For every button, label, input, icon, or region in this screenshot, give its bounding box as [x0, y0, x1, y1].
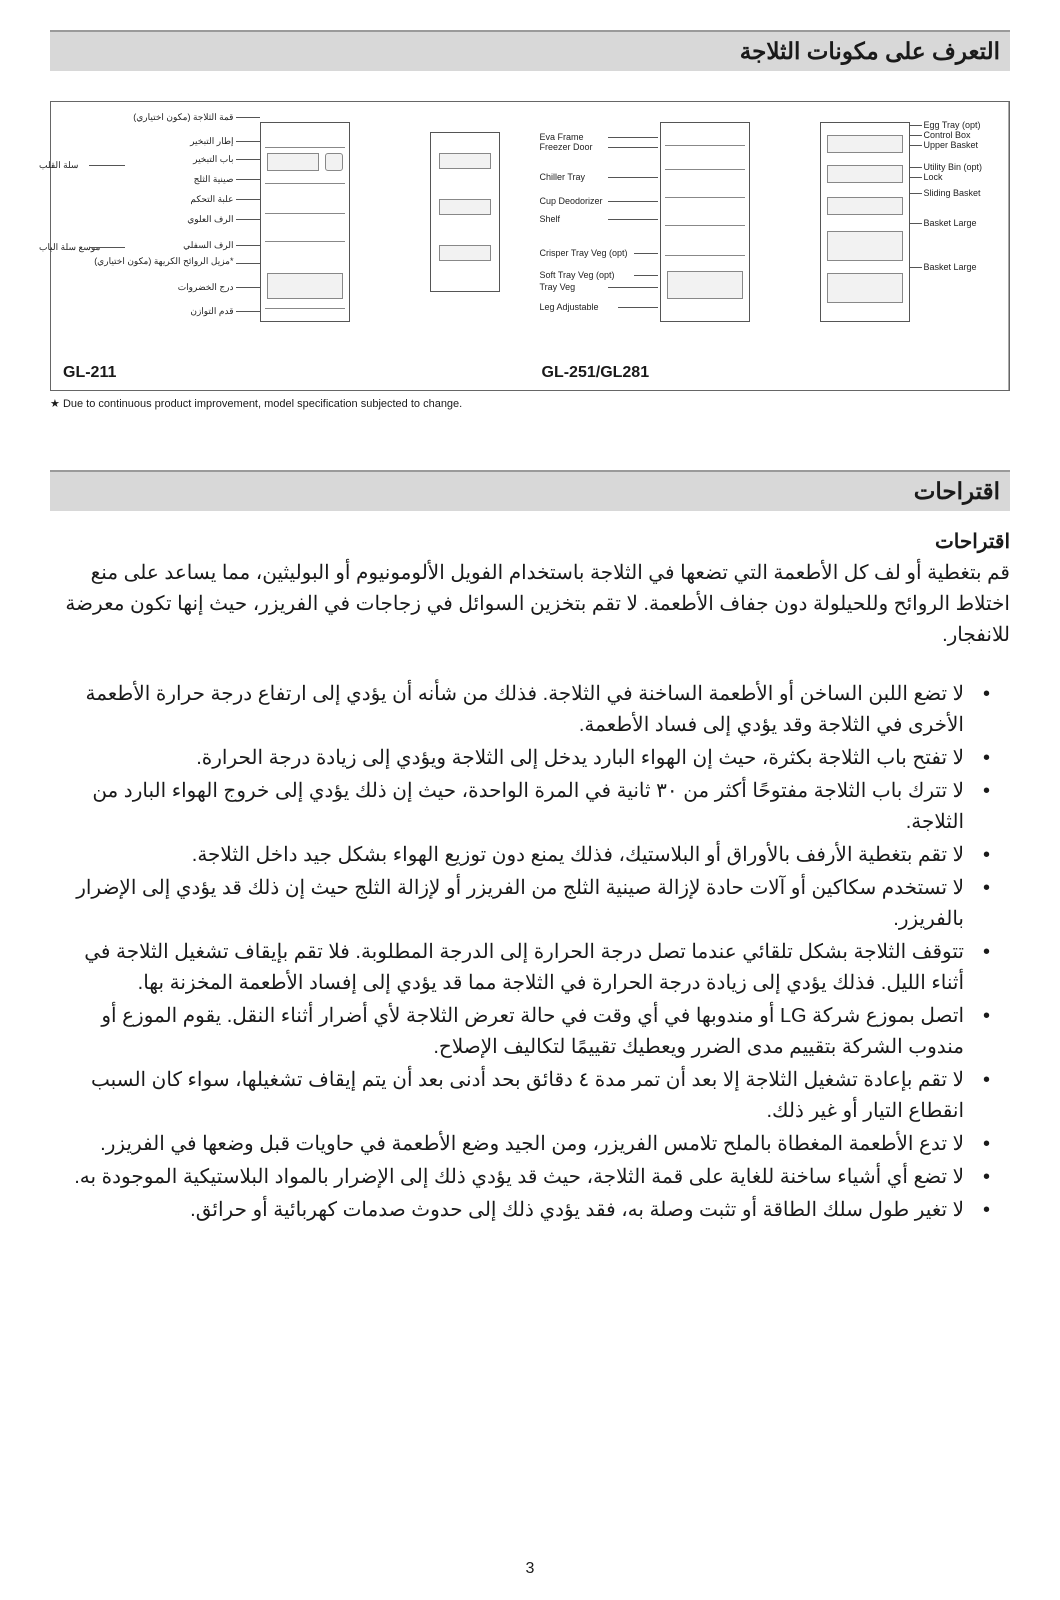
label-upper-shelf: الرف العلوي [187, 214, 233, 225]
label-evap-door: باب التبخير [193, 154, 233, 165]
list-item: لا تغير طول سلك الطاقة أو تثبت وصلة به، … [50, 1195, 990, 1226]
label-basket-large2: Basket Large [924, 262, 977, 272]
label-veg-drawer: درج الخضروات [178, 282, 234, 293]
list-item: لا تقم بتغطية الأرفف بالأوراق أو البلاست… [50, 840, 990, 871]
label-lock: Lock [924, 172, 943, 182]
label-upper-basket: Upper Basket [924, 140, 979, 150]
label-crisper-opt: Crisper Tray Veg (opt) [540, 248, 628, 258]
label-control-box: علبة التحكم [190, 194, 233, 205]
label-basket-heart: سلة القلب [39, 160, 78, 171]
list-item: لا تضع اللبن الساخن أو الأطعمة الساخنة ف… [50, 679, 990, 741]
list-item: لا تضع أي أشياء ساخنة للغاية على قمة الث… [50, 1162, 990, 1193]
label-freezer-door: Freezer Door [540, 142, 593, 152]
model-right: GL-211 [63, 364, 116, 382]
label-evap-frame: إطار التبخير [190, 136, 233, 147]
list-item: لا تفتح باب الثلاجة بكثرة، حيث إن الهواء… [50, 743, 990, 774]
label-utility-bin: Utility Bin (opt) [924, 162, 983, 172]
heading-identify: التعرف على مكونات الثلاجة [50, 30, 1010, 71]
suggestions-subtitle: اقتراحات [50, 529, 1010, 554]
label-lower-shelf: الرف السفلي [183, 240, 233, 251]
list-item: اتصل بموزع شركة LG أو مندوبها في أي وقت … [50, 1001, 990, 1063]
heading-suggestions: اقتراحات [50, 470, 1010, 511]
label-eva-frame: Eva Frame [540, 132, 584, 142]
diagram-footnote: ★ Due to continuous product improvement,… [50, 397, 1010, 410]
label-control-box-en: Control Box [924, 130, 971, 140]
label-ice-tray: صينية الثلج [194, 174, 234, 185]
suggestions-list: لا تضع اللبن الساخن أو الأطعمة الساخنة ف… [50, 679, 1010, 1226]
label-deodorizer-opt: *مزيل الروائح الكريهة (مكون اختياري) [94, 256, 233, 267]
list-item: لا تقم بإعادة تشغيل الثلاجة إلا بعد أن ت… [50, 1065, 990, 1127]
label-basket-large1: Basket Large [924, 218, 977, 228]
label-tray-veg: Tray Veg [540, 282, 576, 292]
footnote-star: ★ [50, 398, 60, 410]
diagram-right: سلة القلب موسع سلة الباب قمة الثلاجة (مك… [51, 102, 530, 390]
page-number: 3 [0, 1560, 1060, 1578]
label-egg-tray: Egg Tray (opt) [924, 120, 981, 130]
list-item: لا تدع الأطعمة المغطاة بالملح تلامس الفر… [50, 1129, 990, 1160]
footnote-text: Due to continuous product improvement, m… [63, 398, 462, 410]
list-item: لا تستخدم سكاكين أو آلات حادة لإزالة صين… [50, 873, 990, 935]
label-soft-tray-opt: Soft Tray Veg (opt) [540, 270, 615, 280]
label-shelf: Shelf [540, 214, 561, 224]
label-level-foot: قدم التوازن [190, 306, 233, 317]
list-item: لا تترك باب الثلاجة مفتوحًا أكثر من ٣٠ ث… [50, 776, 990, 838]
suggestions-intro: قم بتغطية أو لف كل الأطعمة التي تضعها في… [50, 558, 1010, 651]
model-left: GL-251/GL281 [542, 364, 650, 382]
list-item: تتوقف الثلاجة بشكل تلقائي عندما تصل درجة… [50, 937, 990, 999]
diagram-left: Eva Frame Freezer Door Chiller Tray Cup … [530, 102, 1010, 390]
label-leg-adj: Leg Adjustable [540, 302, 599, 312]
label-cup-deodorizer: Cup Deodorizer [540, 196, 603, 206]
components-diagram: سلة القلب موسع سلة الباب قمة الثلاجة (مك… [50, 101, 1010, 391]
label-sliding-basket: Sliding Basket [924, 188, 981, 198]
label-top-opt: قمة الثلاجة (مكون اختياري) [133, 112, 233, 123]
label-chiller-tray: Chiller Tray [540, 172, 586, 182]
